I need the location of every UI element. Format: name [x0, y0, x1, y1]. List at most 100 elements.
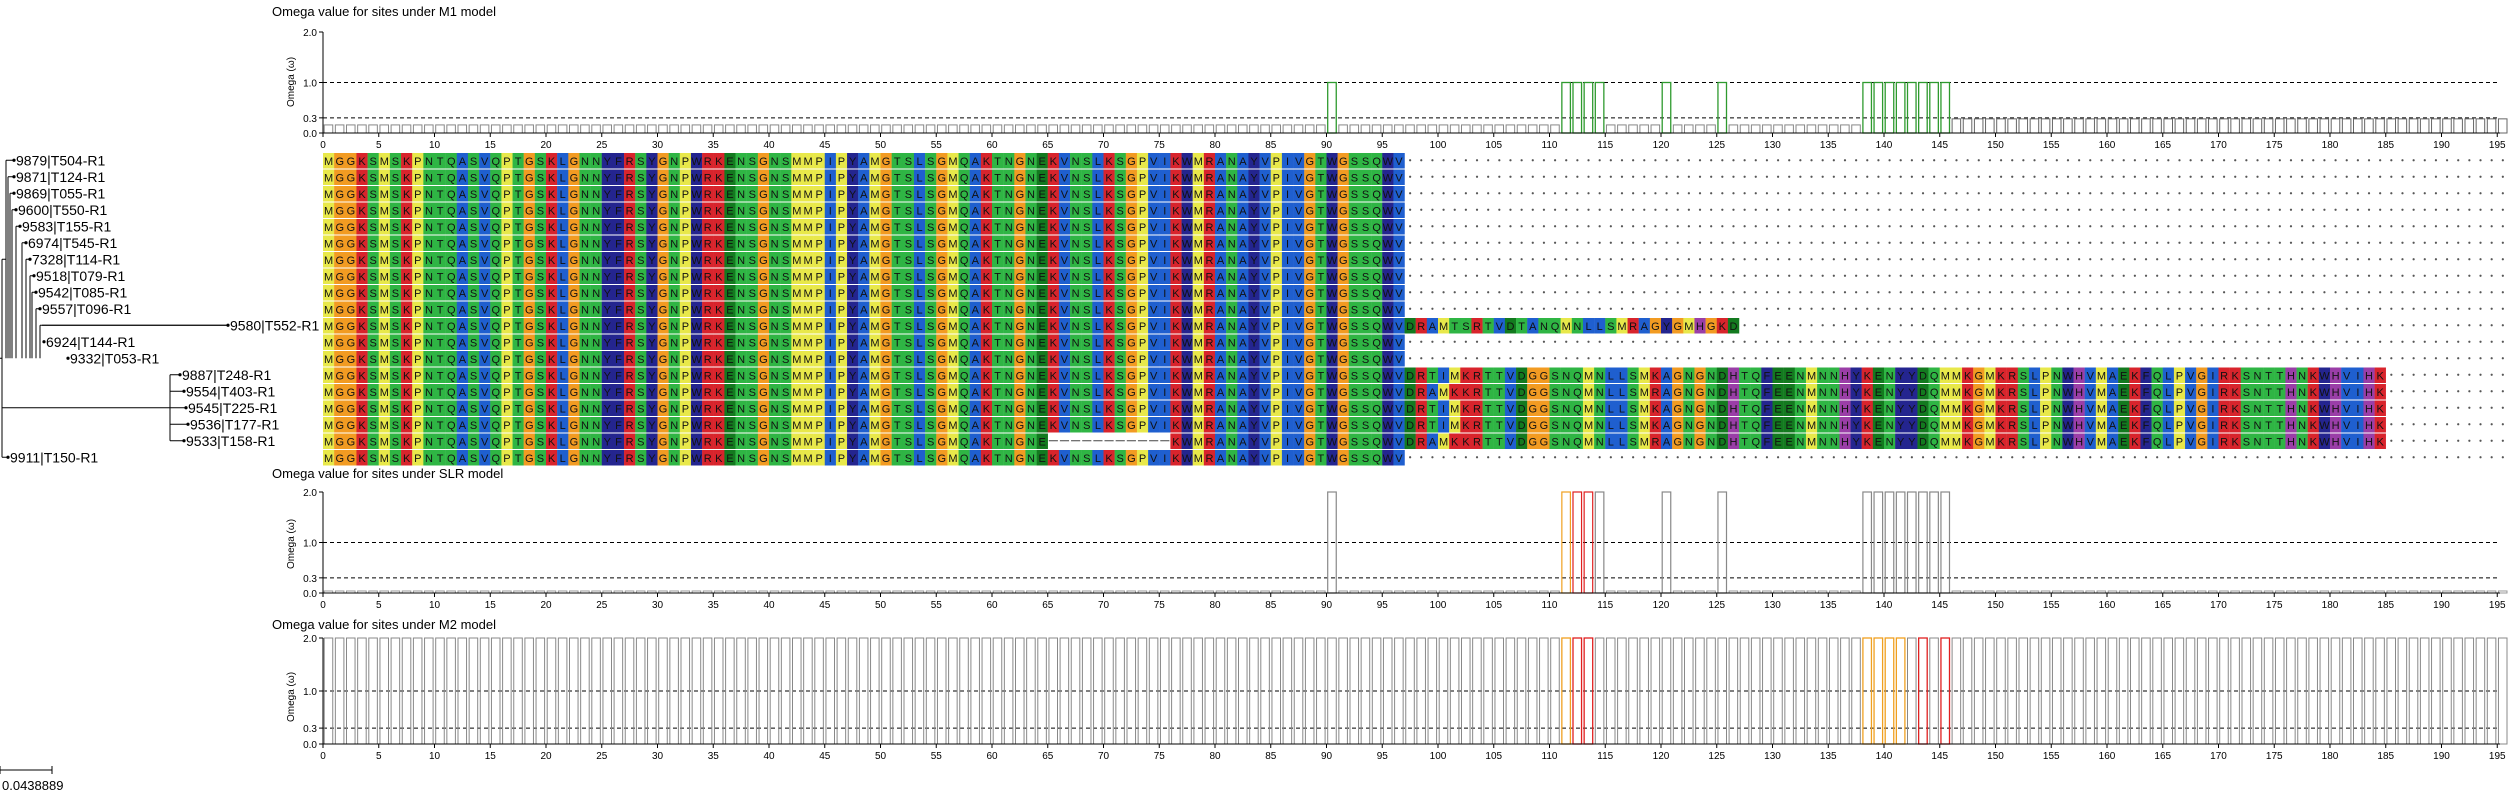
- alignment-gap-dot: [2022, 241, 2025, 244]
- alignment-cell: [568, 153, 580, 169]
- alignment-cell: [590, 235, 602, 251]
- alignment-cell: [1326, 235, 1338, 251]
- alignment-gap-dot: [1944, 307, 1947, 310]
- alignment-residue: Q: [447, 255, 456, 267]
- alignment-gap-dot: [1676, 175, 1679, 178]
- alignment-gap-dot: [2479, 307, 2482, 310]
- alignment-residue: N: [1886, 371, 1894, 383]
- m1-site-bar: [1026, 124, 1036, 134]
- alignment-gap-dot: [1542, 258, 1546, 261]
- alignment-residue: Y: [604, 354, 612, 366]
- alignment-residue: R: [626, 156, 634, 168]
- alignment-gap-dot: [2022, 225, 2025, 228]
- alignment-gap-dot: [2367, 258, 2371, 261]
- alignment-cell: [1315, 202, 1327, 218]
- alignment-gap-dot: [2167, 192, 2170, 195]
- alignment-gap-dot: [1520, 192, 1523, 195]
- alignment-gap-dot: [1999, 274, 2003, 277]
- m1-x-tick-label: 195: [2489, 140, 2506, 151]
- alignment-cell: [757, 169, 770, 185]
- alignment-gap-dot: [1966, 159, 1969, 162]
- alignment-residue: M: [870, 371, 879, 383]
- alignment-residue: P: [414, 338, 421, 350]
- m1-site-bar: [2274, 118, 2285, 134]
- alignment-cell: [601, 186, 614, 202]
- alignment-residue: N: [1707, 387, 1715, 399]
- alignment-residue: G: [659, 255, 668, 267]
- alignment-residue: S: [392, 354, 399, 366]
- alignment-cell: [557, 252, 569, 268]
- alignment-gap-dot: [1988, 225, 1992, 228]
- alignment-gap-dot: [2167, 324, 2170, 327]
- alignment-gap-dot: [2301, 225, 2304, 228]
- alignment-residue: G: [525, 354, 534, 366]
- alignment-residue: K: [1172, 371, 1180, 383]
- alignment-residue: S: [637, 371, 644, 383]
- alignment-residue: K: [403, 189, 411, 201]
- alignment-residue: G: [938, 206, 947, 218]
- alignment-gap-dot: [1453, 340, 1456, 343]
- alignment-residue: G: [1127, 189, 1136, 201]
- alignment-gap-dot: [1843, 241, 1847, 244]
- alignment-gap-dot: [1431, 291, 1434, 294]
- alignment-residue: N: [670, 222, 678, 234]
- m1-site-bar: [981, 124, 992, 134]
- alignment-residue: S: [1117, 305, 1124, 317]
- alignment-residue: I: [1286, 371, 1289, 383]
- alignment-gap-dot: [2501, 357, 2504, 360]
- alignment-cell: [1248, 219, 1260, 235]
- m1-site-bar: [2029, 118, 2040, 134]
- alignment-gap-dot: [1877, 307, 1880, 310]
- alignment-gap-dot: [2033, 357, 2036, 360]
- alignment-residue: K: [358, 404, 366, 416]
- alignment-residue: V: [1395, 305, 1403, 317]
- m1-site-bar: [948, 124, 958, 134]
- alignment-cell: [1293, 186, 1305, 202]
- alignment-cell: [334, 153, 346, 169]
- alignment-residue: M: [380, 239, 389, 251]
- alignment-residue: N: [1005, 321, 1013, 333]
- alignment-gap-dot: [1431, 357, 1434, 360]
- alignment-cell: [690, 219, 703, 235]
- alignment-cell: [1281, 153, 1294, 169]
- alignment-gap-dot: [1754, 241, 1757, 244]
- alignment-residue: P: [1139, 189, 1146, 201]
- m1-site-bar: [1461, 124, 1471, 134]
- taxon-label: 9542|T085-R1: [38, 284, 127, 300]
- alignment-residue: T: [1485, 371, 1492, 383]
- alignment-residue: F: [615, 206, 622, 218]
- m1-x-tick-label: 85: [1265, 140, 1277, 151]
- alignment-gap-dot: [1832, 192, 1835, 195]
- alignment-gap-dot: [2412, 340, 2415, 343]
- alignment-residue: G: [335, 239, 344, 251]
- alignment-gap-dot: [2044, 324, 2047, 327]
- alignment-residue: M: [948, 305, 957, 317]
- alignment-residue: V: [1507, 371, 1515, 383]
- alignment-cell: [367, 186, 379, 202]
- alignment-cell: [646, 186, 658, 202]
- alignment-gap-dot: [1687, 258, 1690, 261]
- alignment-residue: N: [737, 321, 745, 333]
- alignment-residue: W: [1383, 338, 1394, 350]
- alignment-gap-dot: [2445, 208, 2449, 211]
- alignment-gap-dot: [1966, 175, 1969, 178]
- alignment-cell: [523, 153, 536, 169]
- alignment-residue: S: [1083, 206, 1090, 218]
- alignment-residue: Y: [849, 156, 857, 168]
- alignment-cell: [389, 219, 402, 235]
- alignment-residue: A: [1217, 156, 1225, 168]
- alignment-residue: S: [537, 189, 544, 201]
- alignment-gap-dot: [2200, 340, 2203, 343]
- alignment-gap-dot: [1576, 357, 1579, 360]
- alignment-cell: [1181, 186, 1193, 202]
- alignment-cell: [1003, 169, 1015, 185]
- alignment-cell: [1081, 153, 1093, 169]
- alignment-gap-dot: [2100, 192, 2103, 195]
- alignment-residue: K: [403, 288, 411, 300]
- alignment-residue: V: [1395, 272, 1403, 284]
- m1-site-bar: [1973, 118, 1984, 134]
- alignment-cell: [1014, 153, 1026, 169]
- alignment-cell: [980, 202, 993, 218]
- alignment-gap-dot: [2078, 159, 2081, 162]
